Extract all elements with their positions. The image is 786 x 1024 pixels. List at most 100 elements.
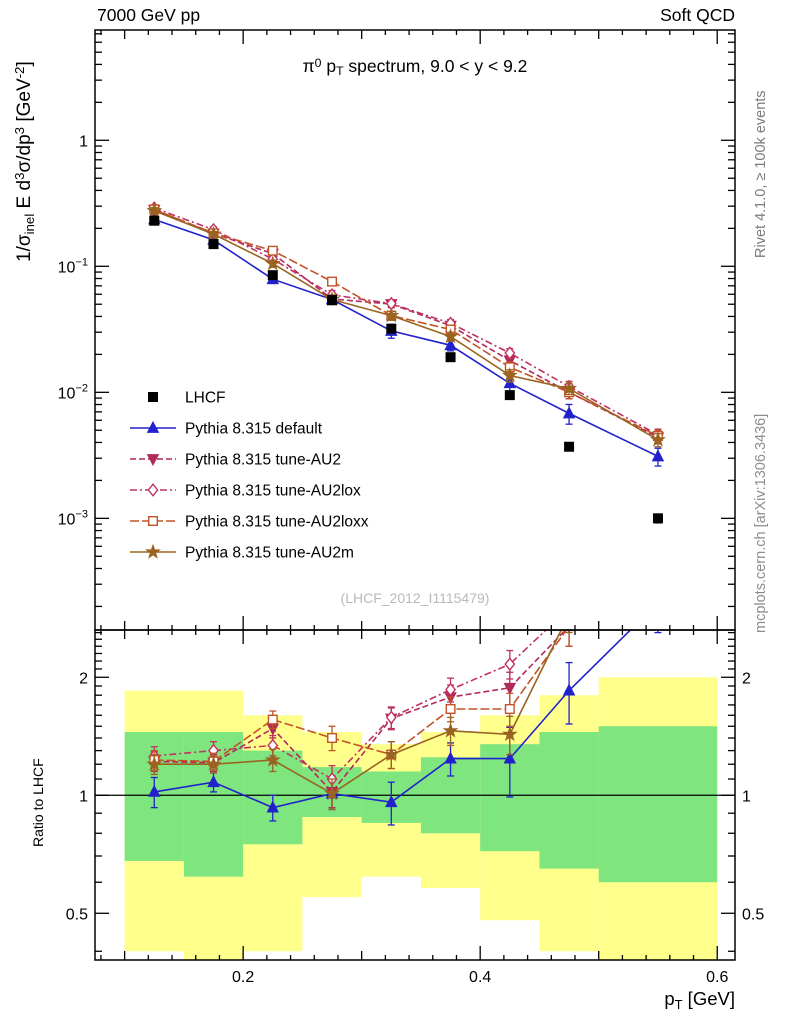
rivet-version-note: Rivet 4.1.0, ≥ 100k events (753, 90, 769, 258)
legend-label: LHCF (185, 390, 225, 407)
data-point-marker (444, 338, 457, 351)
data-point-marker (147, 392, 158, 403)
data-point-marker (146, 202, 163, 218)
x-tick-label: 0.6 (706, 969, 728, 986)
data-point-marker (561, 380, 577, 396)
data-point-marker (148, 784, 161, 797)
series-line (154, 209, 659, 438)
y-tick-label: 10−2 (58, 382, 88, 402)
ratio-tick-label-left: 0.5 (66, 906, 88, 923)
analysis-id-watermark: (LHCF_2012_I1115479) (340, 590, 490, 606)
data-point-marker (564, 630, 575, 632)
legend-item-pythia-8-315-default: Pythia 8.315 default (130, 421, 323, 438)
data-point-marker (267, 245, 278, 256)
x-tick-label: 0.4 (469, 969, 491, 986)
legend-label: Pythia 8.315 tune-AU2loxx (185, 514, 369, 531)
mcplots-reference-note: mcplots.cern.ch [arXiv:1306.3436] (753, 413, 769, 633)
data-point-marker (383, 307, 400, 323)
data-point-marker (146, 454, 160, 467)
data-point-marker (444, 751, 457, 764)
legend: LHCF Pythia 8.315 default Pythia 8.315 tun… (130, 390, 369, 562)
data-point-marker (266, 800, 280, 813)
uncertainty-bands (124, 677, 718, 960)
data-point-marker (654, 535, 663, 544)
data-point-marker (652, 513, 663, 524)
data-point-marker (650, 431, 666, 447)
data-point-marker (145, 543, 161, 559)
spectrum-panel-frame (94, 29, 736, 631)
series-line (154, 209, 659, 441)
legend-item-lhcf: LHCF (147, 390, 225, 407)
data-point-marker (267, 714, 278, 725)
plot-title: π0 pT spectrum, 9.0 < y < 9.2 (302, 55, 528, 79)
ratio-panel-series (146, 535, 664, 826)
legend-item-pythia-8-315-tune-au2m: Pythia 8.315 tune-AU2m (130, 543, 354, 562)
data-point-marker (264, 751, 281, 767)
data-point-marker (207, 775, 220, 788)
data-point-marker (383, 746, 400, 762)
data-point-marker (562, 683, 576, 696)
spectrum-panel-series (146, 201, 666, 524)
data-point-marker (442, 328, 459, 344)
ratio-tick-label-left: 2 (79, 670, 88, 687)
y-axis-label-ratio: Ratio to LHCF (30, 758, 46, 847)
y-axis-label-spectrum: 1/σinel E d3σ/dp3 [GeV-2] (12, 61, 37, 262)
x-axis-label: pT [GeV] (664, 988, 735, 1012)
data-point-marker (562, 406, 576, 419)
spectrum-series-lhcf (149, 215, 663, 524)
data-point-marker (327, 295, 338, 306)
ratio-tick-label-left: 1 (79, 788, 88, 805)
data-point-marker (327, 276, 338, 287)
legend-item-pythia-8-315-tune-au2: Pythia 8.315 tune-AU2 (130, 452, 341, 469)
process-group-label: Soft QCD (660, 5, 735, 25)
band-inner (539, 732, 599, 869)
data-point-marker (205, 755, 222, 771)
data-point-marker (651, 449, 665, 462)
ratio-tick-label-right: 1 (742, 788, 751, 805)
axis-ticks: 0.2 0.4 0.6 10−3 10−2 10−1 1 0.5 0.5 1 1 2 2 (58, 30, 764, 986)
band-inner (598, 726, 718, 883)
data-point-marker (652, 545, 664, 556)
y-tick-label: 1 (79, 133, 88, 150)
data-point-marker (501, 726, 518, 742)
ratio-series-pythia-8-315-tune-au2m (146, 545, 664, 811)
data-point-marker (503, 751, 517, 764)
data-point-marker (146, 755, 163, 771)
data-point-marker (327, 732, 338, 743)
data-point-marker (147, 516, 158, 527)
y-tick-label: 10−1 (58, 256, 88, 276)
data-point-marker (504, 657, 516, 672)
data-point-marker (445, 703, 456, 714)
ratio-tick-label-right: 0.5 (742, 906, 764, 923)
legend-label: Pythia 8.315 tune-AU2m (185, 545, 354, 562)
data-point-marker (564, 441, 575, 452)
data-point-marker (147, 483, 159, 497)
legend-item-pythia-8-315-tune-au2lox: Pythia 8.315 tune-AU2lox (130, 483, 361, 500)
data-point-marker (442, 722, 459, 738)
data-point-marker (149, 215, 160, 226)
data-point-marker (324, 785, 340, 801)
data-point-marker (445, 682, 457, 697)
data-point-marker (146, 420, 160, 433)
data-point-marker (445, 352, 456, 363)
data-point-marker (563, 608, 575, 619)
data-point-marker (503, 682, 517, 695)
data-point-marker (504, 346, 516, 360)
legend-label: Pythia 8.315 tune-AU2 (185, 452, 341, 469)
data-point-marker (385, 795, 398, 808)
x-tick-label: 0.2 (232, 969, 254, 986)
data-point-marker (504, 390, 515, 401)
series-line (154, 208, 659, 437)
data-point-marker (386, 323, 397, 334)
legend-label: Pythia 8.315 default (185, 421, 323, 438)
data-point-marker (504, 703, 515, 714)
ratio-tick-label-right: 2 (742, 670, 751, 687)
spectrum-series-pythia-8-315-tune-au2m (146, 202, 666, 448)
data-point-marker (208, 239, 219, 250)
data-point-marker (267, 270, 278, 281)
legend-label: Pythia 8.315 tune-AU2lox (185, 483, 361, 500)
beam-energy-label: 7000 GeV pp (97, 5, 201, 25)
data-point-marker (653, 539, 663, 549)
